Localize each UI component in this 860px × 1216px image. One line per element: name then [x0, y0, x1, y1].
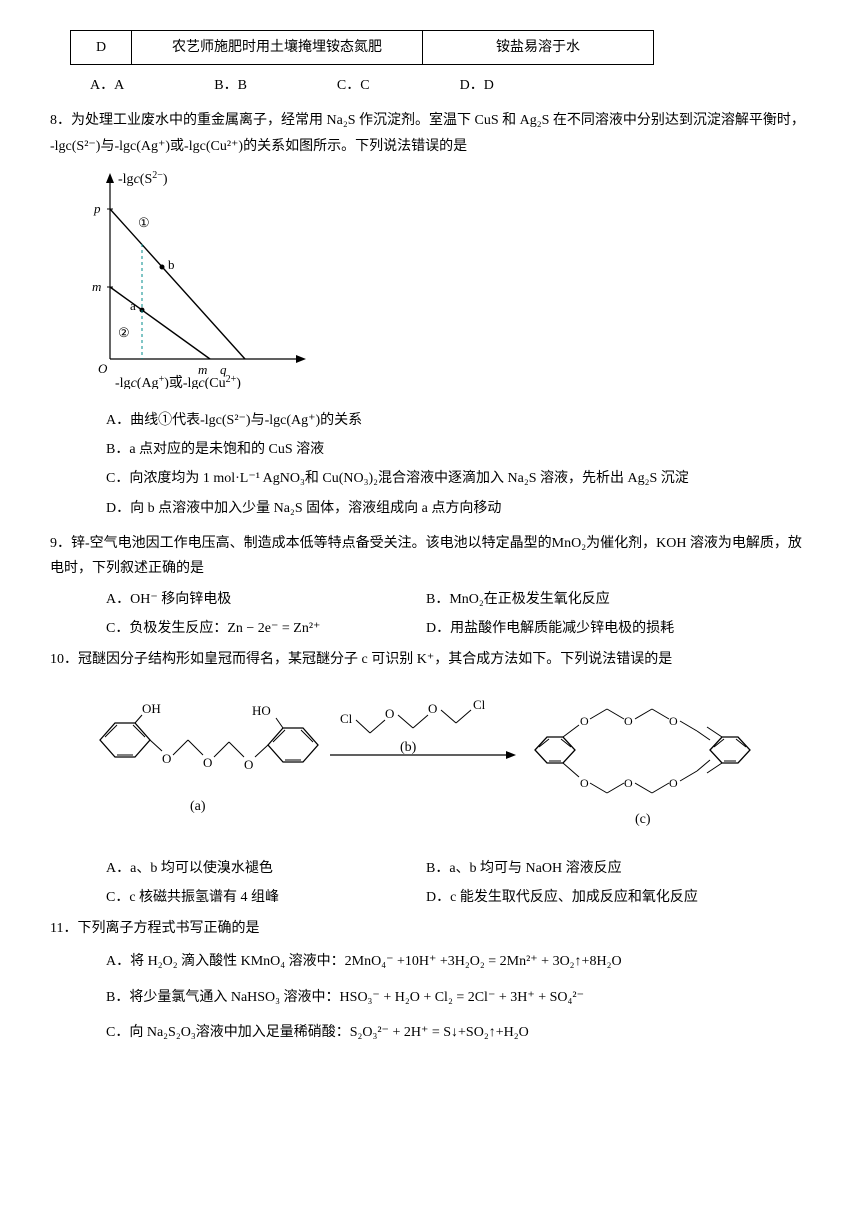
- opt-a: A．A: [90, 73, 124, 98]
- svg-text:O: O: [580, 714, 589, 728]
- q8-opt-a: A．曲线①代表-lgc(S²⁻)与-lgc(Ag⁺)的关系: [50, 408, 810, 433]
- svg-text:O: O: [203, 755, 212, 770]
- svg-text:-lgc(Ag+)或-lgc(Cu2+): -lgc(Ag+)或-lgc(Cu2+): [115, 373, 241, 389]
- svg-text:a: a: [130, 298, 136, 313]
- q9-text: 9．锌-空气电池因工作电压高、制造成本低等特点备受关注。该电池以特定晶型的MnO…: [50, 531, 810, 581]
- svg-text:O: O: [385, 706, 394, 721]
- svg-text:②: ②: [118, 325, 130, 340]
- q11-opt-b: B．将少量氯气通入 NaHSO₃ 溶液中：HSO₃⁻ + H₂O + Cl₂ =…: [50, 985, 810, 1010]
- svg-text:O: O: [669, 714, 678, 728]
- q9-opt-c: C．负极发生反应：Zn − 2e⁻ = Zn²⁺: [106, 616, 426, 641]
- svg-text:(b): (b): [400, 740, 417, 755]
- q10-opt-c: C．c 核磁共振氢谱有 4 组峰: [106, 885, 426, 910]
- table-row: D 农艺师施肥时用土壤掩埋铵态氮肥 铵盐易溶于水: [71, 31, 654, 65]
- q10-opt-a: A．a、b 均可以使溴水褪色: [106, 856, 426, 881]
- cell-desc: 农艺师施肥时用土壤掩埋铵态氮肥: [132, 31, 423, 65]
- q11-opt-a: A．将 H₂O₂ 滴入酸性 KMnO₄ 溶液中：2MnO₄⁻ +10H⁺ +3H…: [50, 949, 810, 974]
- q10-opt-d: D．c 能发生取代反应、加成反应和氧化反应: [426, 885, 698, 910]
- q10-opt-b: B．a、b 均可与 NaOH 溶液反应: [426, 856, 622, 881]
- svg-text:(c): (c): [635, 812, 651, 827]
- q9-opt-d: D．用盐酸作电解质能减少锌电极的损耗: [426, 616, 674, 641]
- opt-c: C．C: [337, 73, 370, 98]
- svg-text:p: p: [93, 201, 101, 216]
- svg-text:HO: HO: [252, 703, 271, 718]
- svg-text:O: O: [669, 776, 678, 790]
- q8-opt-b: B．a 点对应的是未饱和的 CuS 溶液: [50, 437, 810, 462]
- svg-text:(a): (a): [190, 799, 206, 814]
- svg-text:Cl: Cl: [340, 711, 353, 726]
- svg-text:O: O: [624, 776, 633, 790]
- svg-text:m: m: [92, 279, 101, 294]
- opt-b: B．B: [214, 73, 247, 98]
- svg-text:b: b: [168, 257, 175, 272]
- q7-options: A．A B．B C．C D．D: [50, 73, 810, 98]
- cell-expl: 铵盐易溶于水: [423, 31, 654, 65]
- q10-reaction: OH O O O HO (a) Cl O O Cl (b) O: [80, 685, 810, 844]
- svg-text:O: O: [162, 751, 171, 766]
- svg-text:O: O: [624, 714, 633, 728]
- svg-text:O: O: [98, 361, 108, 376]
- q7-table: D 农艺师施肥时用土壤掩埋铵态氮肥 铵盐易溶于水: [70, 30, 654, 65]
- svg-text:①: ①: [138, 215, 150, 230]
- q10-text: 10．冠醚因分子结构形如皇冠而得名，某冠醚分子 c 可识别 K⁺，其合成方法如下…: [50, 647, 810, 672]
- q11-text: 11．下列离子方程式书写正确的是: [50, 916, 810, 941]
- q8-opt-c: C．向浓度均为 1 mol·L⁻¹ AgNO₃和 Cu(NO₃)₂混合溶液中逐滴…: [50, 466, 810, 491]
- svg-text:O: O: [580, 776, 589, 790]
- q9-opt-b: B．MnO₂在正极发生氧化反应: [426, 587, 610, 612]
- svg-text:m: m: [198, 362, 207, 377]
- cell-d: D: [71, 31, 132, 65]
- opt-d: D．D: [460, 73, 494, 98]
- svg-text:Cl: Cl: [473, 697, 486, 712]
- q11-opt-c: C．向 Na₂S₂O₃溶液中加入足量稀硝酸：S₂O₃²⁻ + 2H⁺ = S↓+…: [50, 1020, 810, 1045]
- q9-opt-a: A．OH⁻ 移向锌电极: [106, 587, 426, 612]
- q8-chart: -lgc(S2−) p m b a ① ② m q O -lgc(Ag+)或-l…: [80, 169, 810, 398]
- q8-opt-d: D．向 b 点溶液中加入少量 Na₂S 固体，溶液组成向 a 点方向移动: [50, 496, 810, 521]
- svg-text:O: O: [244, 757, 253, 772]
- q8-text: 8．为处理工业废水中的重金属离子，经常用 Na₂S 作沉淀剂。室温下 CuS 和…: [50, 108, 810, 158]
- svg-text:O: O: [428, 701, 437, 716]
- svg-text:OH: OH: [142, 701, 161, 716]
- ylabel: -lgc(S2−): [118, 169, 168, 187]
